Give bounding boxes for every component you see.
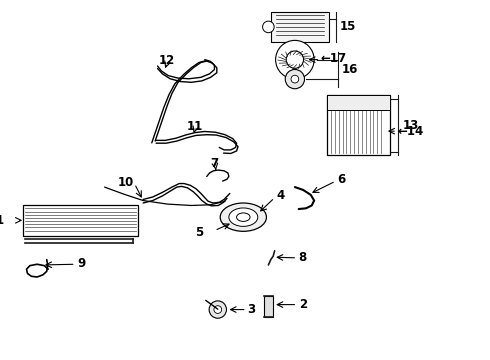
Text: 8: 8	[298, 251, 307, 264]
Bar	[271, 12, 329, 42]
Circle shape	[214, 306, 221, 314]
Circle shape	[291, 75, 299, 83]
Ellipse shape	[220, 203, 267, 231]
Circle shape	[263, 21, 274, 33]
Text: ←14: ←14	[397, 125, 424, 138]
Circle shape	[209, 301, 226, 318]
Bar	[23, 205, 138, 236]
Text: 2: 2	[299, 298, 307, 311]
Ellipse shape	[229, 208, 258, 226]
Text: 6: 6	[337, 173, 345, 186]
Text: 12: 12	[159, 54, 175, 67]
Bar	[327, 95, 390, 110]
Text: 7: 7	[210, 157, 219, 170]
Text: 5: 5	[195, 225, 203, 239]
Text: ←17: ←17	[320, 52, 346, 65]
Text: 3: 3	[247, 303, 256, 316]
Circle shape	[286, 51, 303, 68]
Bar	[327, 95, 390, 155]
Text: 13: 13	[402, 119, 418, 132]
Text: 11: 11	[187, 120, 203, 133]
Text: 1: 1	[0, 214, 4, 227]
Text: 9: 9	[77, 257, 85, 270]
Bar	[264, 296, 273, 318]
Ellipse shape	[237, 213, 250, 221]
Circle shape	[275, 40, 314, 79]
Text: 15: 15	[340, 21, 356, 33]
Circle shape	[285, 69, 304, 89]
Text: 4: 4	[276, 189, 284, 202]
Text: 16: 16	[342, 63, 359, 76]
Text: 10: 10	[118, 176, 134, 189]
